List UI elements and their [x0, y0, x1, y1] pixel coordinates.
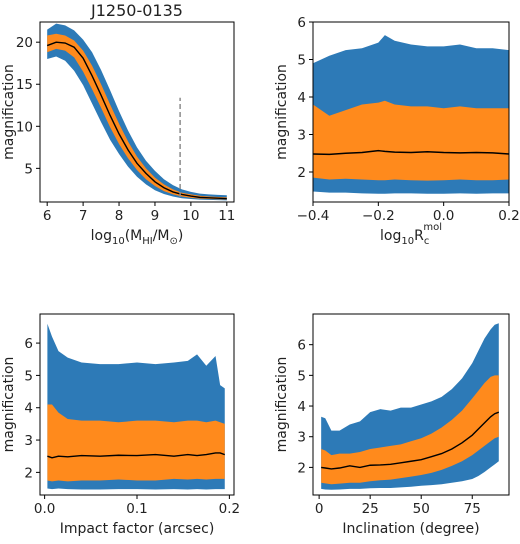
- x-axis-label: log10Rcmol: [380, 222, 442, 247]
- y-tick-label: 6: [297, 338, 306, 354]
- x-axis-label: Impact factor (arcsec): [60, 521, 215, 537]
- x-tick-label: −0.4: [297, 208, 330, 224]
- y-tick-label: 10: [16, 119, 33, 135]
- x-tick-label: 9: [151, 208, 160, 224]
- median-line: [47, 452, 225, 459]
- x-tick-label: 75: [464, 501, 481, 517]
- x-tick-label: 25: [362, 501, 379, 517]
- y-tick-label: 6: [24, 336, 33, 352]
- x-tick-label: 0.2: [498, 208, 519, 224]
- y-tick-label: 15: [16, 77, 33, 93]
- y-axis-label: magnification: [1, 64, 17, 160]
- x-tick-label: 10: [182, 208, 199, 224]
- panel-2: −0.4 −0.2 0.0 0.2 2 3 4 5 6 magnification log10Rcm…: [274, 15, 520, 247]
- x-tick-label: 7: [79, 208, 88, 224]
- y-tick-label: 2: [297, 460, 306, 476]
- plot-area: [321, 323, 500, 490]
- median-line: [313, 149, 509, 156]
- inner-confidence-band: [47, 404, 225, 482]
- axes-frame: [39, 21, 235, 203]
- x-tick-label: 0: [315, 501, 324, 517]
- x-tick-label: 8: [115, 208, 124, 224]
- y-axis-label: magnification: [1, 357, 17, 453]
- y-tick-label: 5: [297, 368, 306, 384]
- x-axis-label: log10(MHI/M⊙): [91, 228, 184, 247]
- y-tick-label: 2: [24, 465, 33, 481]
- median-line: [46, 41, 227, 200]
- y-tick-label: 2: [297, 165, 306, 181]
- y-tick-label: 6: [297, 15, 306, 31]
- y-tick-label: 3: [297, 430, 306, 446]
- axes-frame: [312, 21, 510, 203]
- median-line: [321, 411, 500, 470]
- panel-1: 6 7 8 9 10 11 5 10 15 20 magnification log10(MHI/M⊙…: [1, 1, 235, 247]
- x-tick-label: 6: [43, 208, 52, 224]
- x-tick-label: 0.0: [433, 208, 454, 224]
- plot-area: [47, 323, 225, 490]
- x-tick-label: 11: [218, 208, 235, 224]
- x-tick-label: 0.1: [126, 501, 147, 517]
- y-tick-label: 20: [16, 35, 33, 51]
- x-tick-label: 0.2: [219, 501, 240, 517]
- panel-title: J1250-0135: [90, 1, 183, 20]
- inner-confidence-band: [313, 100, 509, 181]
- y-tick-label: 4: [297, 90, 306, 106]
- y-axis-label: magnification: [274, 64, 290, 160]
- x-tick-label: 0.0: [34, 501, 55, 517]
- y-tick-label: 5: [24, 368, 33, 384]
- plot-area: [46, 23, 227, 201]
- y-tick-label: 3: [24, 433, 33, 449]
- axes-frame: [312, 313, 510, 496]
- y-tick-label: 5: [297, 53, 306, 69]
- x-tick-label: 50: [413, 501, 430, 517]
- panel-3: 0.0 0.1 0.2 2 3 4 5 6 magnification Impact factor…: [1, 313, 240, 537]
- y-tick-label: 4: [24, 401, 33, 417]
- y-tick-label: 4: [297, 399, 306, 415]
- plot-area: [313, 35, 509, 194]
- y-tick-label: 3: [297, 128, 306, 144]
- x-tick-label: −0.2: [362, 208, 395, 224]
- y-tick-label: 5: [24, 161, 33, 177]
- x-axis-label: Inclination (degree): [342, 521, 479, 537]
- inner-confidence-band: [321, 375, 499, 485]
- panel-4: 0 25 50 75 2 3 4 5 6 magnification Inclination (de…: [274, 313, 510, 537]
- y-axis-label: magnification: [274, 357, 290, 453]
